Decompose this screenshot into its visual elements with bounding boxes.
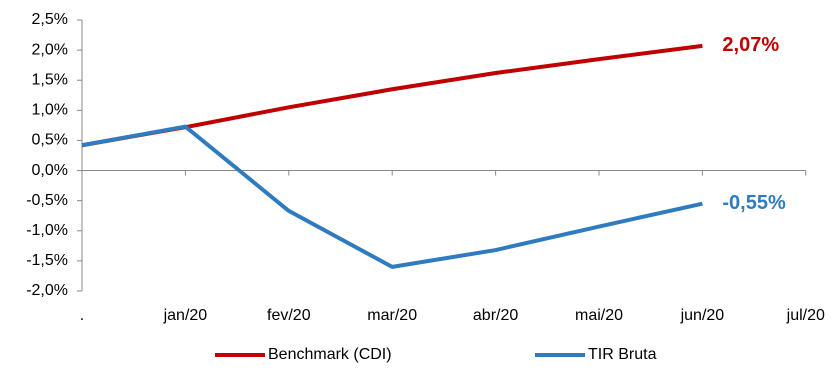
x-tick-label: jul/20: [786, 307, 825, 324]
y-tick-label: 0,5%: [32, 132, 68, 149]
legend-label: Benchmark (CDI): [268, 346, 392, 363]
value-label: -0,55%: [722, 192, 786, 214]
x-tick-label: jun/20: [680, 307, 725, 324]
value-label: 2,07%: [722, 34, 779, 56]
x-tick-label: fev/20: [267, 307, 311, 324]
y-tick-label: 1,0%: [32, 102, 68, 119]
y-tick-label: 2,0%: [32, 41, 68, 58]
y-tick-label: 2,5%: [32, 11, 68, 28]
x-tick-label: abr/20: [473, 307, 518, 324]
y-tick-label: 1,5%: [32, 71, 68, 88]
y-tick-label: -1,5%: [26, 252, 68, 269]
x-tick-label: jan/20: [163, 307, 208, 324]
y-tick-label: -2,0%: [26, 282, 68, 299]
series-line: [81, 124, 703, 269]
x-tick-label: .: [80, 307, 84, 324]
y-tick-label: -0,5%: [26, 192, 68, 209]
y-tick-label: 0,0%: [32, 162, 68, 179]
y-tick-label: -1,0%: [26, 222, 68, 239]
x-tick-label: mai/20: [575, 307, 623, 324]
legend-label: TIR Bruta: [588, 346, 657, 363]
x-tick-label: mar/20: [367, 307, 417, 324]
